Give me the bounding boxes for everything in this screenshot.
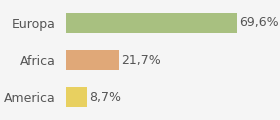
Bar	[66, 13, 237, 33]
Text: 21,7%: 21,7%	[121, 54, 161, 66]
Text: 8,7%: 8,7%	[89, 91, 121, 104]
Text: 69,6%: 69,6%	[239, 16, 278, 29]
Bar	[66, 50, 119, 70]
Bar	[66, 87, 87, 107]
